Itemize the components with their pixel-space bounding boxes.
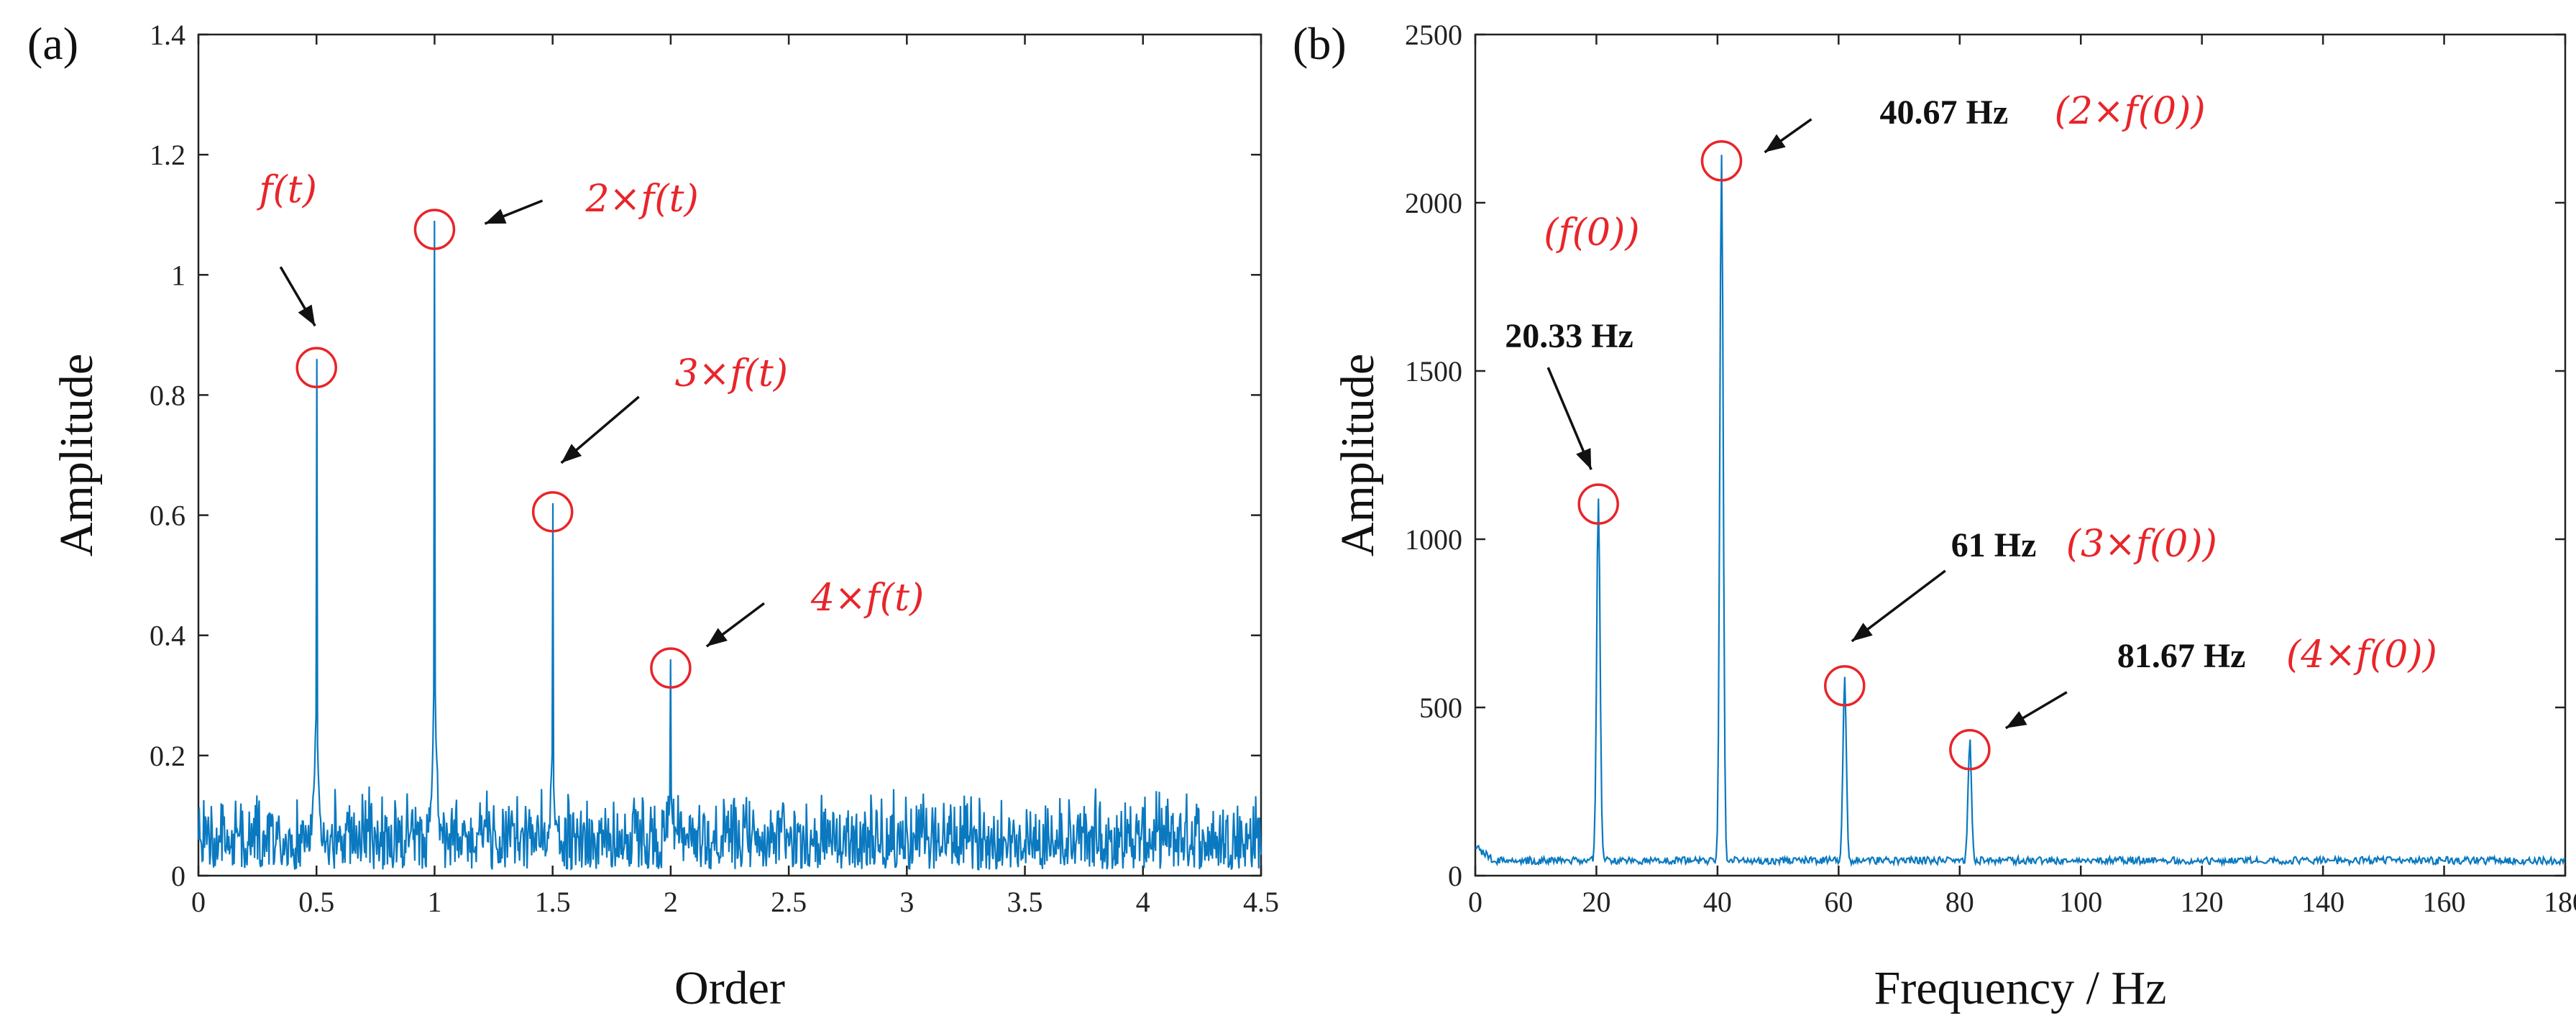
- x-tick-label: 0: [191, 886, 206, 918]
- x-tick-label: 4.5: [1243, 886, 1279, 918]
- panel-a-order-spectrum: (a) 0 0.5 1 1.5 2 2.5 3 3.5 4 4.5 0 0.2 0.4 0.6 0.8 1 1…: [27, 18, 1279, 1014]
- x-tick-label: 40: [1703, 886, 1732, 918]
- panel-a-label: (a): [27, 18, 78, 69]
- y-tick-label: 1000: [1405, 523, 1462, 556]
- panel-b-x-tick-labels: 0 20 40 60 80 100 120 140 160 180: [1468, 886, 2576, 918]
- panel-a-y-tick-labels: 0 0.2 0.4 0.6 0.8 1 1.2 1.4: [150, 19, 185, 892]
- arrow-head: [706, 628, 728, 647]
- arrow-head: [1851, 623, 1873, 641]
- peak-circle: [295, 347, 337, 389]
- y-tick-label: 1.2: [150, 139, 185, 171]
- x-tick-label: 1.5: [535, 886, 571, 918]
- peak-label: f(t): [256, 168, 317, 211]
- peak-circle: [1824, 665, 1866, 707]
- peak-circle: [1949, 729, 1991, 771]
- x-tick-label: 20: [1582, 886, 1610, 918]
- panel-b-y-axis-title: Amplitude: [1331, 354, 1384, 556]
- panel-b-axes-box: [1474, 33, 2567, 877]
- x-tick-label: 100: [2059, 886, 2102, 918]
- panel-b-ticks: [1474, 33, 2567, 877]
- panel-b-frequency-spectrum: (b) 0 20 40 60 80 100 120 140 160 180 0 500 1000 150…: [1293, 18, 2576, 1014]
- y-tick-label: 0.2: [150, 740, 185, 772]
- x-tick-label: 2.5: [771, 886, 807, 918]
- x-tick-label: 140: [2301, 886, 2344, 918]
- panel-b-amplitude-series: [1475, 155, 2565, 868]
- panel-a-amplitude-series: [197, 221, 1262, 871]
- arrow-head: [298, 304, 316, 326]
- y-tick-label: 2000: [1405, 187, 1462, 219]
- arrow-head: [561, 444, 582, 463]
- y-tick-label: 0: [1448, 860, 1462, 892]
- peak-circle: [531, 491, 574, 533]
- panel-a-x-axis-title: Order: [674, 962, 785, 1014]
- peak-harmonic-label: (2×f(0)): [2055, 90, 2206, 133]
- panel-a-y-axis-title: Amplitude: [50, 354, 103, 556]
- x-tick-label: 1: [427, 886, 441, 918]
- panel-b-label: (b): [1293, 18, 1347, 69]
- arrow-head: [2005, 711, 2027, 728]
- peak-frequency-label: 40.67 Hz: [1880, 93, 2009, 132]
- x-tick-label: 60: [1824, 886, 1853, 918]
- panel-a-annotations: f(t) 2×f(t) 3×f(t) 4×f(t): [256, 168, 924, 689]
- peak-label: 4×f(t): [810, 577, 924, 620]
- peak-circle: [1700, 140, 1743, 182]
- arrow-head: [485, 208, 507, 224]
- peak-harmonic-label: (4×f(0)): [2286, 633, 2437, 677]
- x-tick-label: 120: [2181, 886, 2224, 918]
- peak-circle: [1577, 483, 1619, 525]
- y-tick-label: 0.6: [150, 500, 185, 532]
- arrow-head: [1764, 134, 1786, 152]
- peak-frequency-label: 81.67 Hz: [2117, 637, 2246, 675]
- x-tick-label: 4: [1136, 886, 1150, 918]
- panel-a-axes-box: [197, 33, 1262, 877]
- peak-label: 2×f(t): [585, 178, 698, 221]
- y-tick-label: 500: [1419, 692, 1462, 724]
- peak-circle: [650, 647, 692, 689]
- peak-circle: [413, 208, 456, 250]
- x-tick-label: 160: [2423, 886, 2466, 918]
- y-tick-label: 1500: [1405, 355, 1462, 388]
- x-tick-label: 3.5: [1007, 886, 1043, 918]
- peak-harmonic-label: (f(0)): [1544, 211, 1639, 255]
- peak-frequency-label: 20.33 Hz: [1505, 317, 1633, 355]
- y-tick-label: 0: [171, 860, 185, 892]
- panel-a-x-tick-labels: 0 0.5 1 1.5 2 2.5 3 3.5 4 4.5: [191, 886, 1279, 918]
- peak-harmonic-label: (3×f(0)): [2066, 523, 2217, 566]
- y-tick-label: 1.4: [150, 19, 185, 51]
- panel-b-annotations: 20.33 Hz (f(0)) 40.67 Hz (2×f(0)) 61 Hz (3×f(…: [1505, 90, 2437, 771]
- x-tick-label: 0: [1468, 886, 1482, 918]
- peak-label: 3×f(t): [675, 352, 788, 395]
- y-tick-label: 2500: [1405, 19, 1462, 51]
- y-tick-label: 1: [171, 259, 185, 291]
- x-tick-label: 2: [664, 886, 678, 918]
- panel-b-y-tick-labels: 0 500 1000 1500 2000 2500: [1405, 19, 1462, 892]
- x-tick-label: 3: [899, 886, 914, 918]
- x-tick-label: 80: [1945, 886, 1974, 918]
- x-tick-label: 0.5: [298, 886, 334, 918]
- peak-frequency-label: 61 Hz: [1951, 526, 2037, 564]
- panel-b-x-axis-title: Frequency / Hz: [1874, 962, 2167, 1014]
- x-tick-label: 180: [2544, 886, 2576, 918]
- panel-a-ticks: [197, 33, 1262, 877]
- y-tick-label: 0.8: [150, 379, 185, 411]
- y-tick-label: 0.4: [150, 620, 185, 652]
- arrow-head: [1576, 448, 1592, 470]
